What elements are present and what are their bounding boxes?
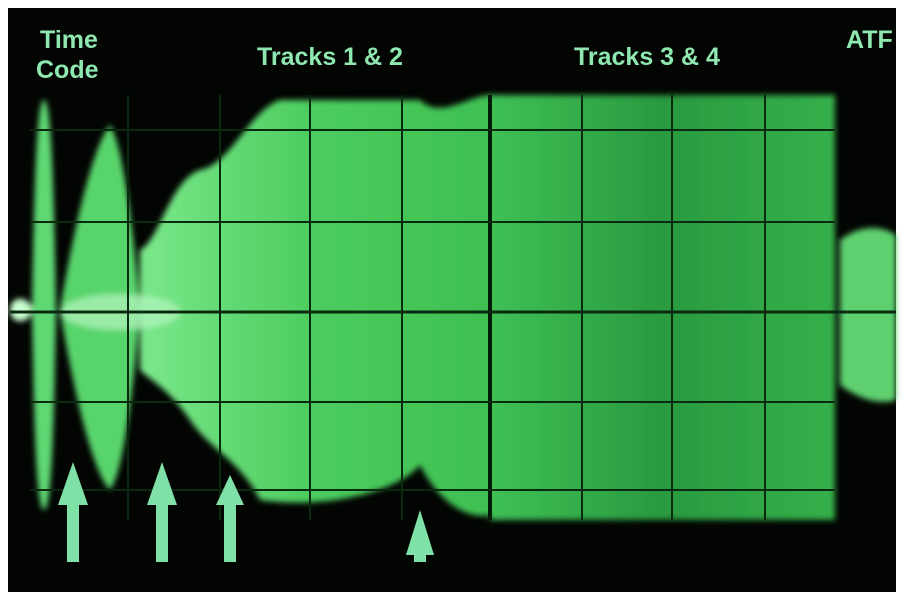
label-tracks-1-2: Tracks 1 & 2 [257,43,403,71]
graticule [10,95,896,520]
label-time: Time [40,26,98,54]
label-tracks-3-4: Tracks 3 & 4 [574,43,720,71]
label-code: Code [36,56,99,84]
label-atf: ATF [846,26,893,54]
arrows [58,462,434,562]
